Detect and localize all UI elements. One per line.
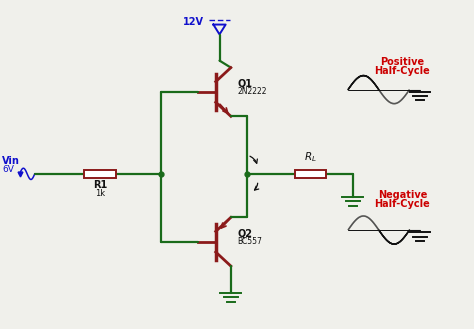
Bar xyxy=(295,170,326,178)
Text: BC557: BC557 xyxy=(237,237,262,246)
Text: Q1: Q1 xyxy=(237,79,252,89)
Text: R1: R1 xyxy=(93,180,107,190)
Text: Negative: Negative xyxy=(378,190,427,200)
Text: 6V: 6V xyxy=(2,165,14,174)
Text: $R_L$: $R_L$ xyxy=(304,150,317,164)
Text: 2N2222: 2N2222 xyxy=(237,88,266,96)
Text: Positive: Positive xyxy=(380,57,425,67)
Text: Half-Cycle: Half-Cycle xyxy=(374,199,430,209)
Text: 1k: 1k xyxy=(95,189,105,198)
Text: Q2: Q2 xyxy=(237,228,252,238)
Text: 12V: 12V xyxy=(183,17,204,27)
Bar xyxy=(84,170,116,178)
Text: Half-Cycle: Half-Cycle xyxy=(374,66,430,76)
Text: Vin: Vin xyxy=(2,156,20,165)
